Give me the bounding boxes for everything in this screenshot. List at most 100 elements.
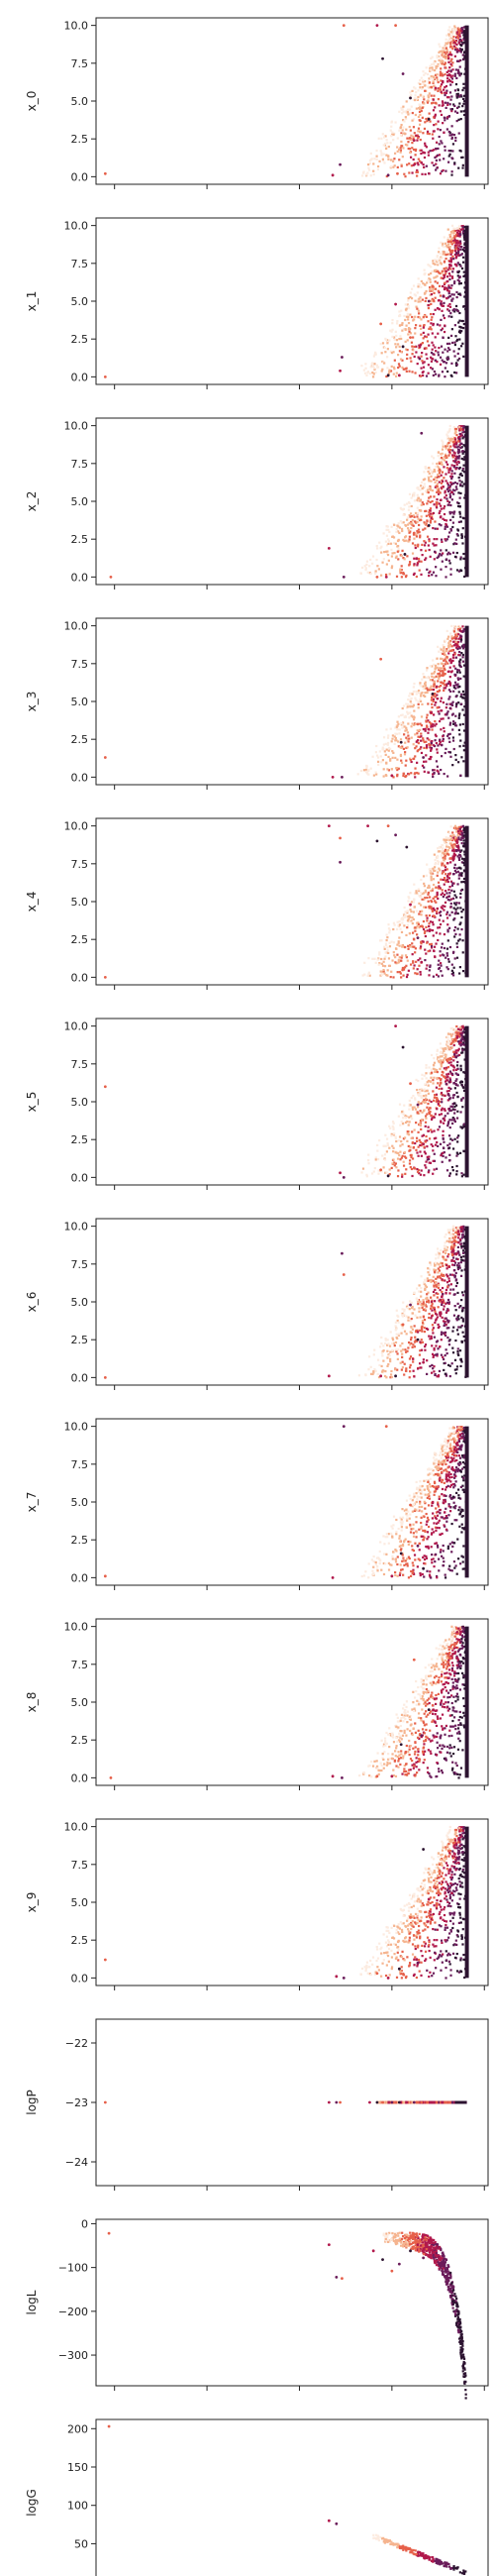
y-axis-label: x_1 bbox=[25, 291, 39, 312]
y-tick-label: 10.0 bbox=[64, 1221, 89, 1234]
y-tick-label: 10.0 bbox=[64, 1020, 89, 1033]
data-point bbox=[335, 2275, 339, 2279]
data-point bbox=[381, 2258, 384, 2262]
data-point bbox=[375, 575, 379, 579]
data-point bbox=[339, 1171, 342, 1175]
data-point bbox=[327, 546, 331, 550]
data-point bbox=[366, 824, 369, 828]
data-point bbox=[331, 1575, 335, 1579]
data-point bbox=[386, 1174, 390, 1178]
point-cloud bbox=[359, 1825, 469, 1980]
data-point bbox=[339, 2100, 342, 2104]
data-point bbox=[405, 2100, 409, 2104]
data-point bbox=[103, 1574, 107, 1578]
y-tick-label: 7.5 bbox=[71, 1458, 89, 1471]
data-point bbox=[103, 756, 107, 759]
y-tick-label: 7.5 bbox=[71, 1058, 89, 1071]
y-tick-label: 0.0 bbox=[71, 371, 89, 383]
data-point bbox=[394, 1024, 398, 1028]
panel-x-2: 0.0 2.5 5.0 7.5 10.0 x_2 bbox=[25, 417, 489, 590]
point-cloud bbox=[361, 824, 469, 979]
data-point bbox=[403, 553, 407, 556]
data-point bbox=[396, 171, 399, 175]
y-tick-label: 7.5 bbox=[71, 458, 89, 471]
y-tick-label: 10.0 bbox=[64, 1421, 89, 1434]
y-tick-label: 5.0 bbox=[71, 1496, 89, 1509]
data-point bbox=[416, 936, 420, 940]
y-tick-label: 0.0 bbox=[71, 1972, 89, 1985]
data-point bbox=[397, 2262, 401, 2266]
y-tick-label: 2.5 bbox=[71, 1934, 89, 1947]
data-point bbox=[397, 1967, 401, 1971]
y-tick-label: 7.5 bbox=[71, 658, 89, 671]
data-point bbox=[394, 833, 398, 837]
data-point bbox=[412, 2100, 416, 2104]
y-tick-label: 7.5 bbox=[71, 1258, 89, 1271]
point-cloud bbox=[360, 224, 469, 378]
data-point bbox=[341, 2277, 344, 2281]
data-point bbox=[409, 1303, 412, 1307]
data-point bbox=[107, 2424, 111, 2428]
data-point bbox=[103, 975, 107, 979]
data-point bbox=[379, 1374, 383, 1378]
data-point bbox=[416, 2243, 420, 2247]
y-axis-label: x_6 bbox=[25, 1292, 39, 1313]
point-cloud bbox=[360, 1426, 469, 1579]
y-tick-label: −200 bbox=[58, 2306, 88, 2318]
y-tick-label: 5.0 bbox=[71, 1096, 89, 1109]
y-tick-label: 10.0 bbox=[64, 1821, 89, 1834]
y-axis-label: logP bbox=[25, 2090, 39, 2115]
y-tick-label: 5.0 bbox=[71, 1296, 89, 1309]
y-axis-label: x_2 bbox=[25, 491, 39, 512]
data-point bbox=[422, 1566, 426, 1570]
y-tick-label: 5.0 bbox=[71, 1896, 89, 1909]
data-point bbox=[416, 1961, 420, 1965]
y-tick-label: 150 bbox=[67, 2461, 88, 2474]
y-tick-label: 50 bbox=[74, 2537, 88, 2550]
data-point bbox=[386, 173, 390, 177]
data-point bbox=[379, 657, 383, 661]
data-point bbox=[335, 1975, 339, 1979]
data-point bbox=[342, 1273, 346, 1276]
axes-frame bbox=[95, 1618, 489, 1786]
data-point bbox=[339, 369, 342, 373]
y-tick-label: 2.5 bbox=[71, 1734, 89, 1747]
data-point bbox=[409, 336, 412, 340]
y-tick-label: 2.5 bbox=[71, 933, 89, 946]
data-point bbox=[397, 2100, 401, 2104]
data-point bbox=[416, 1103, 420, 1107]
data-point bbox=[399, 740, 403, 744]
panel-x-1: 0.0 2.5 5.0 7.5 10.0 x_1 bbox=[25, 217, 489, 389]
data-point bbox=[390, 774, 394, 778]
y-axis-label: x_7 bbox=[25, 1492, 39, 1513]
data-point bbox=[412, 139, 416, 143]
data-point bbox=[381, 56, 384, 60]
data-point bbox=[386, 824, 390, 828]
data-point bbox=[342, 24, 346, 28]
point-cloud bbox=[356, 624, 469, 779]
y-tick-label: −100 bbox=[58, 2262, 88, 2275]
data-point bbox=[422, 2256, 426, 2260]
data-point bbox=[327, 2243, 331, 2247]
y-tick-label: 10.0 bbox=[64, 20, 89, 33]
y-axis-label: x_4 bbox=[25, 892, 39, 912]
point-cloud bbox=[359, 424, 469, 579]
data-point bbox=[427, 299, 431, 303]
data-point bbox=[379, 322, 383, 326]
data-point bbox=[379, 1168, 383, 1172]
y-tick-label: 2.5 bbox=[71, 333, 89, 346]
data-point bbox=[420, 431, 424, 435]
data-point bbox=[401, 1045, 405, 1049]
data-point bbox=[327, 2519, 331, 2522]
data-point bbox=[427, 524, 431, 527]
data-point bbox=[368, 2100, 371, 2104]
data-point bbox=[390, 2269, 394, 2273]
panel-logL: −300 −200 −100 0 logL bbox=[25, 2217, 489, 2400]
y-tick-label: 0.0 bbox=[71, 1771, 89, 1784]
panel-x-9: 0.0 2.5 5.0 7.5 10.0 x_9 bbox=[25, 1818, 489, 1990]
data-point bbox=[422, 1848, 426, 1851]
data-point bbox=[409, 903, 412, 907]
data-point bbox=[103, 1375, 107, 1379]
y-tick-label: 2.5 bbox=[71, 133, 89, 146]
